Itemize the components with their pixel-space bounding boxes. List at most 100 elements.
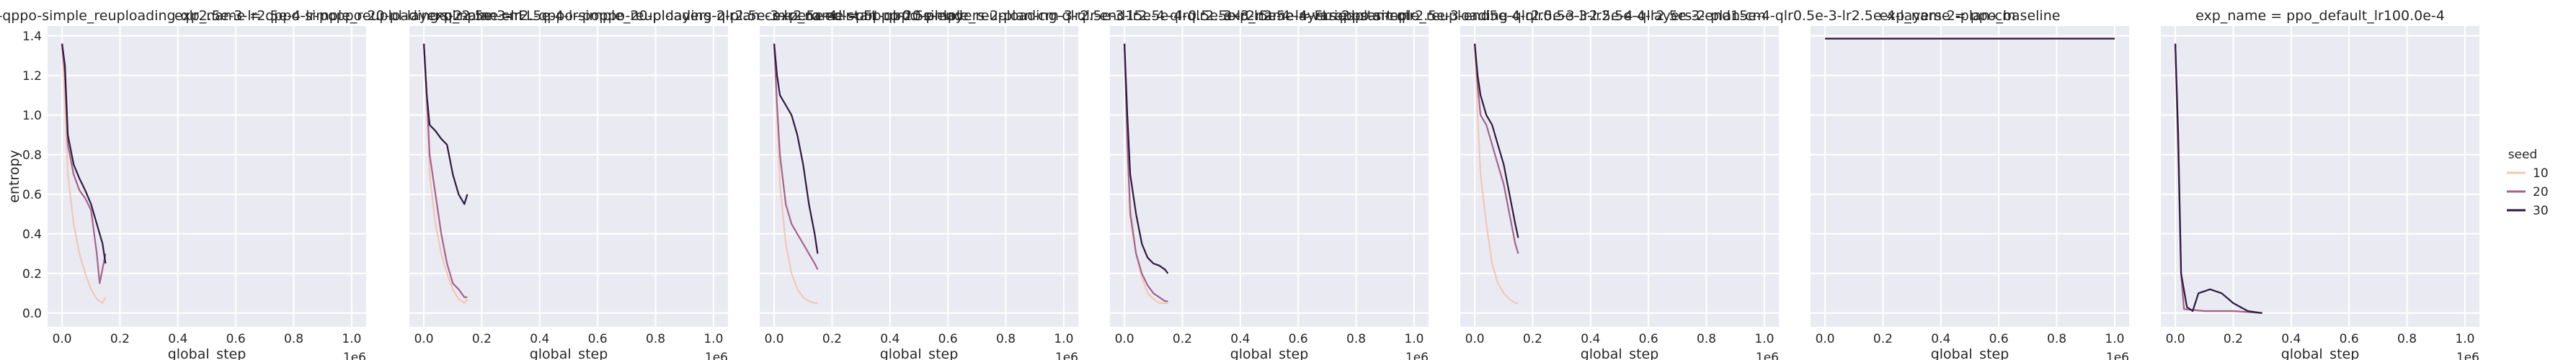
- series-line-seed-10: [61, 43, 107, 305]
- x-axis-label: global_step: [2281, 346, 2360, 360]
- series-line-seed-30: [1474, 43, 1519, 238]
- panels-group: 0.0 0.2 0.4 0.6 0.8 1.0 0.0 0.2 0.4 0.6 0.8 1.0 1.2 1…: [0, 8, 2479, 360]
- panel-title: exp_name = FL-qppo-simple_reuploading-ql…: [773, 8, 1766, 24]
- x-tick-label: 0.2: [1173, 332, 1192, 346]
- x-tick-label: 0.2: [1873, 332, 1893, 346]
- x-tick-label: 0.6: [226, 332, 246, 346]
- x-tick-label: 0.4: [1230, 332, 1250, 346]
- x-tick-label: 1.0: [342, 332, 361, 346]
- x-offset-label: 1e6: [343, 351, 366, 360]
- series-line-seed-20: [773, 43, 819, 270]
- y-tick-label: 0.6: [22, 188, 42, 202]
- x-tick-label: 1.0: [2105, 332, 2124, 346]
- x-tick-label: 0.0: [1115, 332, 1134, 346]
- panel-7: 0.0 0.2 0.4 0.6 0.8 1.0 1e6 global_step exp_name…: [2161, 8, 2479, 360]
- legend-label-10: 10: [2533, 166, 2549, 181]
- x-tick-label: 0.6: [1639, 332, 1658, 346]
- x-tick-label: 0.8: [996, 332, 1016, 346]
- x-offset-label: 1e6: [1756, 351, 1779, 360]
- x-axis-label: global_step: [530, 346, 608, 360]
- y-tick-label: 1.0: [22, 109, 42, 123]
- x-tick-label: 0.0: [414, 332, 434, 346]
- y-tick-label: 0.4: [22, 228, 42, 242]
- x-tick-label: 0.2: [822, 332, 842, 346]
- x-axis-label: global_step: [168, 346, 247, 360]
- panel-background: [1110, 26, 1429, 327]
- panel-background: [2161, 26, 2479, 327]
- y-tick-label: 0.2: [22, 267, 42, 282]
- x-tick-label: 0.0: [1465, 332, 1485, 346]
- panel-background: [409, 26, 728, 327]
- panel-4: 0.0 0.2 0.4 0.6 0.8 1.0 1e6 global_step exp_name…: [773, 8, 1766, 360]
- panel-background: [48, 26, 366, 327]
- panel-background: [1811, 26, 2129, 327]
- x-tick-label: 0.8: [1346, 332, 1366, 346]
- x-tick-label: 0.0: [2166, 332, 2185, 346]
- x-tick-label: 0.2: [110, 332, 130, 346]
- x-tick-label: 0.8: [1697, 332, 1716, 346]
- x-tick-label: 0.4: [168, 332, 187, 346]
- y-tick-label: 1.2: [22, 69, 42, 84]
- x-tick-label: 1.0: [1754, 332, 1774, 346]
- series-line-seed-10: [1474, 43, 1519, 305]
- series-line-seed-20: [423, 43, 468, 298]
- x-tick-label: 0.4: [2281, 332, 2301, 346]
- legend-title: seed: [2508, 148, 2538, 162]
- series-line-seed-20: [1474, 43, 1519, 254]
- x-tick-label: 0.4: [1931, 332, 1950, 346]
- x-axis-label: global_step: [1230, 346, 1309, 360]
- x-tick-label: 1.0: [703, 332, 723, 346]
- x-tick-label: 1.0: [1054, 332, 1073, 346]
- y-tick-label: 1.4: [22, 30, 42, 44]
- x-axis-label: global_step: [880, 346, 959, 360]
- x-tick-label: 0.6: [588, 332, 608, 346]
- x-tick-label: 1.0: [1404, 332, 1424, 346]
- x-offset-label: 1e6: [2456, 351, 2479, 360]
- series-line-seed-30: [423, 43, 468, 205]
- x-tick-label: 0.2: [472, 332, 492, 346]
- panel-title: exp_name = FL-qppo-simple_reuploading-ql…: [427, 8, 1411, 24]
- x-tick-label: 0.6: [1289, 332, 1308, 346]
- y-axis-label: entropy: [6, 150, 22, 203]
- x-tick-label: 0.6: [1989, 332, 2009, 346]
- x-offset-label: 1e6: [1055, 351, 1078, 360]
- x-tick-label: 0.0: [53, 332, 72, 346]
- panel-2: 0.0 0.2 0.4 0.6 0.8 1.0 1e6 global_step exp_name…: [174, 8, 963, 360]
- panel-5: 0.0 0.2 0.4 0.6 0.8 1.0 1e6 global_step exp_name…: [1223, 8, 2015, 360]
- x-tick-label: 0.6: [938, 332, 958, 346]
- x-tick-label: 0.8: [2397, 332, 2417, 346]
- panel-title: exp_name = ppo_baseline: [1880, 8, 2061, 24]
- legend: seed 10 20 30: [2507, 148, 2549, 218]
- x-axis-label: global_step: [1931, 346, 2009, 360]
- x-offset-label: 1e6: [1405, 351, 1429, 360]
- x-tick-label: 0.8: [284, 332, 303, 346]
- panel-6: 0.0 0.2 0.4 0.6 0.8 1.0 1e6 global_step exp_name…: [1811, 8, 2129, 360]
- panel-title: exp_name = ppo_default_lr100.0e-4: [2195, 8, 2445, 24]
- x-tick-label: 0.4: [1581, 332, 1600, 346]
- series-line-seed-10: [773, 43, 818, 305]
- x-tick-label: 0.8: [2047, 332, 2066, 346]
- y-tick-label: 0.8: [22, 148, 42, 163]
- x-axis-label: global_step: [1581, 346, 1659, 360]
- series-line-seed-30: [773, 43, 819, 254]
- x-tick-label: 0.0: [1816, 332, 1835, 346]
- legend-label-20: 20: [2533, 185, 2549, 199]
- series-line-seed-30: [1124, 43, 1169, 274]
- x-tick-label: 0.8: [646, 332, 665, 346]
- series-line-seed-30: [61, 43, 107, 264]
- x-tick-label: 0.2: [2224, 332, 2243, 346]
- series-line-seed-30: [2175, 43, 2262, 314]
- x-tick-label: 1.0: [2455, 332, 2474, 346]
- x-tick-label: 0.0: [765, 332, 784, 346]
- x-tick-label: 0.6: [2340, 332, 2359, 346]
- panel-1: 0.0 0.2 0.4 0.6 0.8 1.0 0.0 0.2 0.4 0.6 0.8 1.0 1.2 1…: [0, 8, 523, 360]
- y-tick-label: 0.0: [22, 307, 42, 321]
- series-line-seed-20: [1124, 43, 1168, 302]
- panel-background: [760, 26, 1078, 327]
- panel-title: exp_name = FL-qppo-simple_reuploading-ql…: [0, 8, 523, 24]
- panel-3: 0.0 0.2 0.4 0.6 0.8 1.0 1e6 global_step exp_name…: [427, 8, 1411, 360]
- panel-background: [1460, 26, 1779, 327]
- x-offset-label: 1e6: [2106, 351, 2129, 360]
- panel-title: exp_name = FL-qppo-simple_reuploading-ql…: [1223, 8, 2015, 24]
